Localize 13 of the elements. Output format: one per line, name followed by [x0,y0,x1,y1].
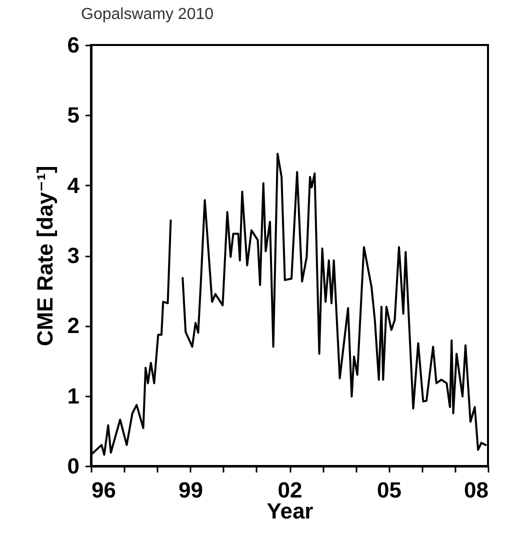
x-tick-label: 99 [178,478,203,502]
x-tick-label: 08 [464,478,488,502]
x-tick-label: 05 [377,478,402,502]
x-tick-label: 96 [92,478,116,502]
y-axis-title: CME Rate [day⁻¹] [32,166,58,346]
y-tick-label: 1 [67,383,80,408]
y-tick-label: 2 [67,313,80,338]
chart-title: Gopalswamy 2010 [81,6,214,23]
y-tick-label: 6 [67,32,80,58]
y-tick-label: 5 [67,102,80,128]
y-tick-label: 0 [67,454,80,478]
y-tick-label: 3 [67,243,80,268]
y-tick-label: 4 [67,172,80,198]
